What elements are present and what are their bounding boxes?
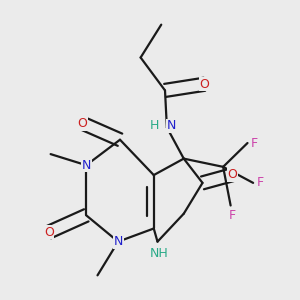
Text: F: F [251,136,258,149]
Text: H: H [150,119,160,132]
Text: N: N [82,159,91,172]
Text: O: O [200,78,209,91]
Text: N: N [167,119,176,132]
Text: O: O [228,168,237,181]
Text: NH: NH [150,248,169,260]
Text: O: O [78,117,87,130]
Text: N: N [113,235,123,248]
Text: F: F [256,176,263,189]
Text: O: O [44,226,54,239]
Text: F: F [229,209,236,222]
